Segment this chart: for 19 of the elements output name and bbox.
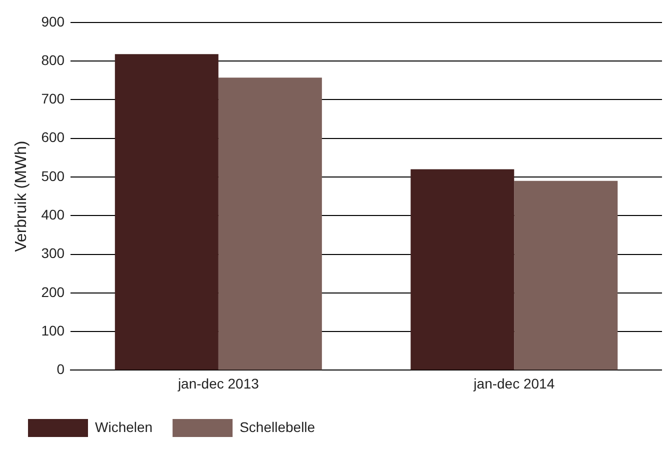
y-tick-label: 300 — [41, 245, 65, 262]
bar — [218, 78, 322, 370]
y-tick-label: 0 — [56, 361, 65, 378]
y-tick-label: 500 — [41, 168, 65, 184]
y-tick-label: 900 — [41, 13, 65, 30]
legend-label: Schellebelle — [240, 418, 316, 435]
y-axis-title: Verbruik (MWh) — [13, 140, 30, 252]
y-tick-label: 800 — [41, 52, 65, 68]
y-tick-label: 700 — [41, 90, 65, 107]
y-tick-label: 600 — [41, 129, 65, 146]
legend-label: Wichelen — [95, 418, 153, 435]
x-tick-label: jan-dec 2013 — [176, 375, 260, 392]
x-tick-label: jan-dec 2014 — [472, 375, 555, 392]
bar — [514, 180, 618, 370]
y-tick-label: 100 — [41, 322, 65, 338]
bar — [114, 54, 218, 370]
bar — [410, 169, 514, 370]
y-tick-label: 400 — [41, 206, 65, 222]
y-tick-label: 200 — [41, 284, 65, 300]
